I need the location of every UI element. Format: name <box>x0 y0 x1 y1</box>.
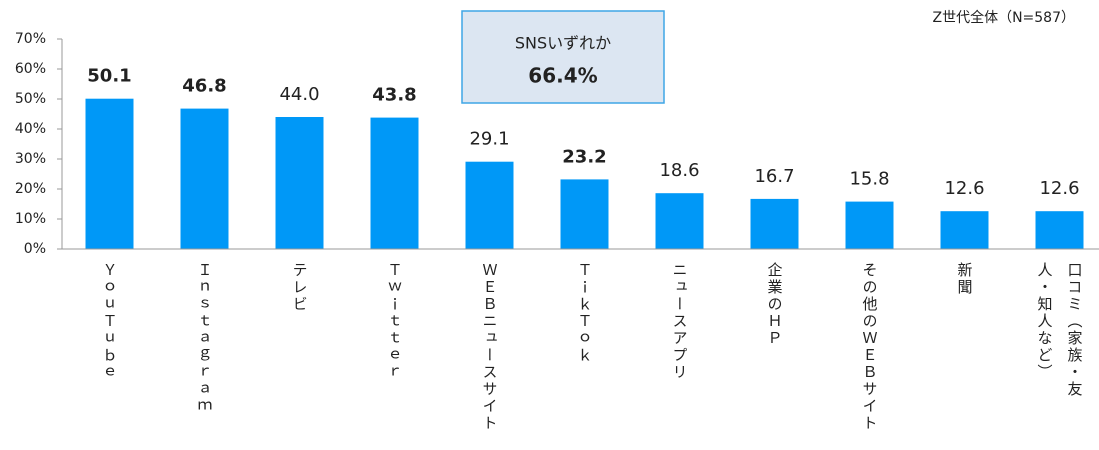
annotation-title: SNSいずれか <box>515 34 611 53</box>
y-tick-label: 70% <box>15 31 46 47</box>
x-tick-label: 口コミ（家族・友人・知人など） <box>1035 262 1084 398</box>
bar <box>1035 211 1084 249</box>
y-tick-label: 10% <box>15 211 46 227</box>
value-label: 16.7 <box>754 166 794 187</box>
note: Z世代全体（N=587） <box>932 9 1075 26</box>
bar <box>275 117 324 249</box>
bar <box>845 201 894 249</box>
value-label: 15.8 <box>849 169 889 190</box>
x-tick-label: その他のＷＥＢサイト <box>860 262 879 432</box>
bar <box>560 179 609 249</box>
bar <box>370 117 419 249</box>
value-label: 23.2 <box>562 146 606 167</box>
x-tick-label: ニュースアプリ <box>670 262 689 381</box>
y-tick-label: 0% <box>24 241 46 257</box>
bar <box>465 161 514 249</box>
value-label: 44.0 <box>279 84 319 105</box>
value-label: 12.6 <box>1039 178 1079 199</box>
bar <box>750 198 799 249</box>
value-label: 12.6 <box>944 178 984 199</box>
bar <box>85 98 134 249</box>
y-tick-label: 50% <box>15 91 46 107</box>
x-tick-label: ＷＥＢニュースサイト <box>480 262 499 432</box>
y-tick-label: 30% <box>15 151 46 167</box>
value-label: 50.1 <box>87 66 131 87</box>
y-tick-label: 40% <box>15 121 46 137</box>
y-tick-label: 20% <box>15 181 46 197</box>
value-label: 43.8 <box>372 85 416 106</box>
annotation-box <box>461 10 665 104</box>
value-label: 29.1 <box>469 129 509 150</box>
bar <box>655 193 704 249</box>
bar <box>940 211 989 249</box>
x-tick-label: ＴｉｋＴｏｋ <box>575 262 594 364</box>
value-label: 46.8 <box>182 76 226 97</box>
x-tick-label: Ｔｗｉｔｔｅｒ <box>385 262 404 381</box>
bar <box>180 108 229 249</box>
x-tick-label: 企業のＨＰ <box>765 262 784 347</box>
x-tick-label: Ｉｎｓｔａｇｒａｍ <box>195 262 214 415</box>
y-tick-label: 60% <box>15 61 46 77</box>
x-tick-label: 新聞 <box>955 262 974 296</box>
annotation-value: 66.4% <box>528 64 597 88</box>
x-tick-label: テレビ <box>290 262 309 313</box>
x-tick-label: ＹｏｕＴｕｂｅ <box>100 262 119 381</box>
value-label: 18.6 <box>659 160 699 181</box>
